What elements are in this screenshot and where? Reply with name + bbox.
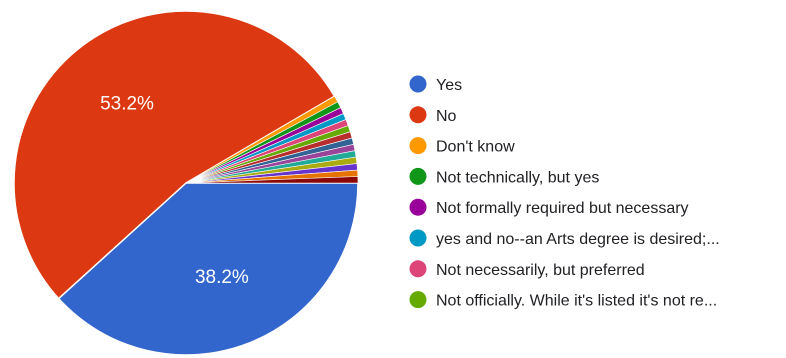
legend-swatch bbox=[409, 75, 427, 93]
pie-slice-no[interactable] bbox=[13, 10, 336, 300]
legend-item-not-officially-while-it-s-listed-it-s-not-re[interactable]: Not officially. While it's listed it's n… bbox=[409, 291, 718, 310]
legend-item-not-technically-but-yes[interactable]: Not technically, but yes bbox=[409, 167, 600, 187]
legend-label: Not officially. While it's listed it's n… bbox=[436, 293, 717, 310]
legend-swatch bbox=[409, 260, 427, 278]
legend-item-yes[interactable]: Yes bbox=[409, 75, 463, 95]
slice-label-no: 53.2% bbox=[100, 94, 154, 115]
legend-swatch bbox=[409, 229, 427, 247]
legend-swatch bbox=[409, 137, 427, 155]
legend-label: Not formally required but necessary bbox=[436, 200, 689, 217]
legend-item-not-necessarily-but-preferred[interactable]: Not necessarily, but preferred bbox=[409, 260, 645, 279]
legend-label: Not technically, but yes bbox=[436, 169, 599, 186]
pie-slice-other-15[interactable] bbox=[185, 176, 359, 184]
legend-swatch bbox=[409, 167, 427, 185]
legend-label: Yes bbox=[436, 77, 462, 94]
legend: Yes No Don't know Not technically, but yes N… bbox=[409, 75, 720, 310]
legend-swatch bbox=[409, 106, 427, 124]
legend-item-don-t-know[interactable]: Don't know bbox=[409, 137, 516, 156]
legend-label: Not necessarily, but preferred bbox=[436, 262, 645, 279]
legend-label: No bbox=[436, 108, 457, 125]
legend-swatch bbox=[409, 198, 427, 216]
pie-slices bbox=[13, 10, 359, 356]
legend-item-no[interactable]: No bbox=[409, 106, 457, 125]
pie-slice-yes[interactable] bbox=[57, 182, 359, 356]
slice-label-yes: 38.2% bbox=[195, 267, 249, 288]
legend-item-not-formally-required-but-necessary[interactable]: Not formally required but necessary bbox=[409, 198, 689, 218]
legend-label: yes and no--an Arts degree is desired;..… bbox=[436, 231, 720, 248]
legend-label: Don't know bbox=[436, 139, 515, 156]
pie-slice-labels: 38.2% 53.2% bbox=[100, 94, 249, 289]
legend-item-yes-and-no-an-arts-degree-is-desired[interactable]: yes and no--an Arts degree is desired;..… bbox=[409, 229, 720, 249]
legend-swatch bbox=[409, 291, 427, 309]
